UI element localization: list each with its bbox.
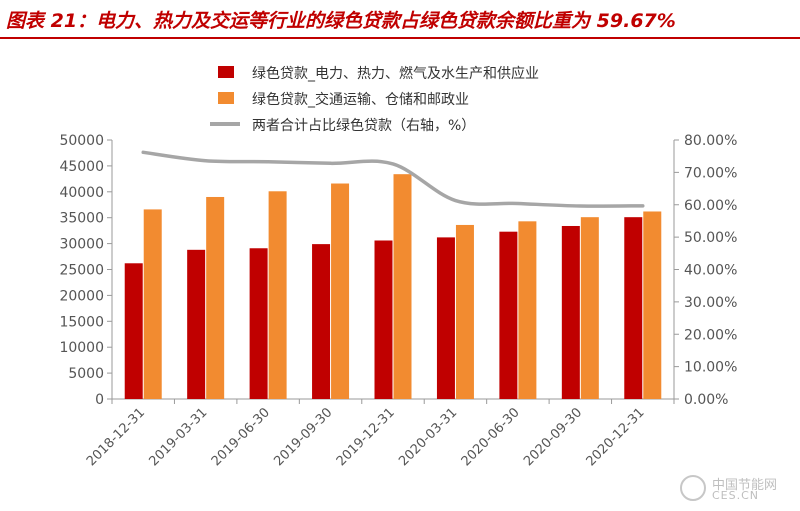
- bar-power-heat: [624, 217, 643, 399]
- bar-power-heat: [187, 249, 206, 399]
- bar-transport: [143, 209, 162, 399]
- bar-power-heat: [312, 244, 331, 399]
- share-line-point: [579, 205, 581, 207]
- bar-transport: [580, 217, 599, 399]
- chart-canvas: 绿色贷款_电力、热力、燃气及水生产和供应业绿色贷款_交通运输、仓储和邮政业两者合…: [59, 65, 737, 469]
- share-line-point: [454, 200, 456, 202]
- bar-power-heat: [249, 248, 268, 399]
- y-right-tick-label: 0.00%: [684, 392, 728, 408]
- watermark-logo-icon: [680, 475, 706, 501]
- legend-label: 绿色贷款_交通运输、仓储和邮政业: [252, 91, 469, 108]
- share-line-point: [142, 151, 144, 153]
- share-line-point: [517, 202, 519, 204]
- bar-power-heat: [374, 240, 393, 399]
- bar-power-heat: [561, 225, 580, 399]
- legend-swatch-bar: [218, 92, 234, 104]
- y-left-tick-label: 40000: [59, 185, 104, 201]
- y-left-tick-label: 5000: [68, 366, 104, 382]
- y-left-tick-label: 35000: [59, 211, 104, 227]
- share-line-point: [267, 161, 269, 163]
- watermark-line1: 中国节能网: [712, 478, 778, 493]
- share-line-point: [330, 162, 332, 164]
- watermark-line2: CES.CN: [712, 489, 760, 502]
- share-line-point: [392, 163, 394, 165]
- bar-power-heat: [436, 237, 455, 399]
- bar-transport: [331, 183, 350, 399]
- bar-transport: [206, 196, 225, 399]
- y-right-tick-label: 20.00%: [684, 327, 737, 343]
- figure-header: 图表 21：电力、热力及交运等行业的绿色贷款占绿色贷款余额比重为 59.67%: [0, 0, 800, 39]
- legend-label: 两者合计占比绿色贷款（右轴，%）: [252, 117, 475, 134]
- x-tick-label: 2020-09-30: [521, 405, 585, 469]
- y-right-tick-label: 60.00%: [684, 198, 737, 214]
- bar-power-heat: [124, 263, 143, 399]
- y-left-tick-label: 45000: [59, 159, 104, 175]
- y-left-tick-label: 20000: [59, 288, 104, 304]
- y-right-tick-label: 80.00%: [684, 133, 737, 149]
- bar-power-heat: [499, 231, 518, 399]
- share-line-point: [205, 160, 207, 162]
- x-tick-label: 2019-03-31: [146, 405, 210, 469]
- watermark: 中国节能网 CES.CN: [680, 473, 790, 503]
- share-line-point: [642, 205, 644, 207]
- y-right-tick-label: 10.00%: [684, 360, 737, 376]
- y-right-tick-label: 40.00%: [684, 263, 737, 279]
- bar-transport: [268, 191, 287, 399]
- y-left-tick-label: 25000: [59, 263, 104, 279]
- x-tick-label: 2019-06-30: [209, 405, 273, 469]
- x-tick-label: 2020-03-31: [396, 405, 460, 469]
- x-tick-label: 2018-12-31: [84, 405, 148, 469]
- y-right-tick-label: 30.00%: [684, 295, 737, 311]
- legend-label: 绿色贷款_电力、热力、燃气及水生产和供应业: [252, 65, 539, 82]
- title-divider: [0, 37, 800, 39]
- x-tick-label: 2020-06-30: [459, 405, 523, 469]
- bar-transport: [455, 224, 474, 399]
- x-tick-label: 2020-12-31: [584, 405, 648, 469]
- y-left-tick-label: 10000: [59, 340, 104, 356]
- chart-title: 图表 21：电力、热力及交运等行业的绿色贷款占绿色贷款余额比重为 59.67%: [6, 10, 676, 32]
- y-left-tick-label: 0: [95, 392, 104, 408]
- y-left-tick-label: 50000: [59, 133, 104, 149]
- x-tick-label: 2019-09-30: [271, 405, 335, 469]
- y-left-tick-label: 30000: [59, 237, 104, 253]
- y-right-tick-label: 70.00%: [684, 165, 737, 181]
- legend-swatch-bar: [218, 66, 234, 78]
- bar-transport: [393, 174, 412, 399]
- bar-transport: [518, 221, 537, 399]
- x-tick-label: 2019-12-31: [334, 405, 398, 469]
- y-right-tick-label: 50.00%: [684, 230, 737, 246]
- y-left-tick-label: 15000: [59, 314, 104, 330]
- bar-transport: [643, 211, 662, 399]
